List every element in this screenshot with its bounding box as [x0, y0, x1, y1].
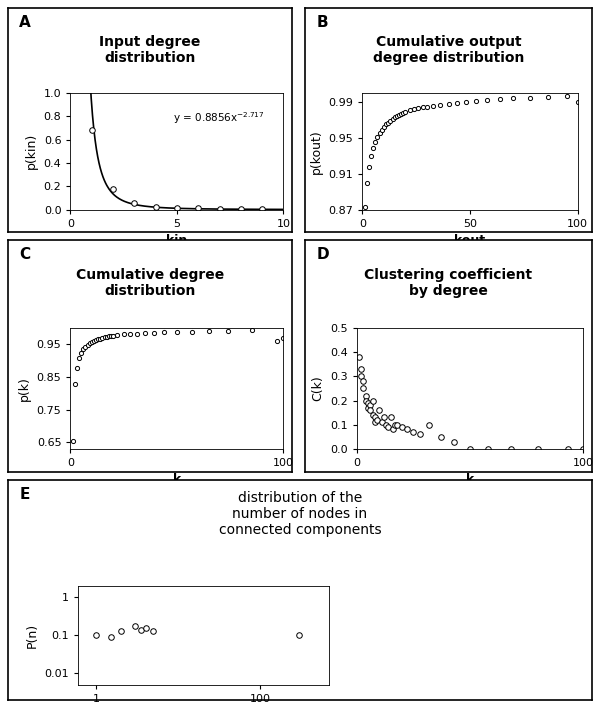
- Y-axis label: p(k): p(k): [18, 376, 31, 401]
- Y-axis label: C(k): C(k): [311, 375, 325, 402]
- Y-axis label: p(kout): p(kout): [310, 129, 323, 174]
- Text: Cumulative degree
distribution: Cumulative degree distribution: [76, 268, 224, 298]
- Text: Cumulative output
degree distribution: Cumulative output degree distribution: [373, 35, 524, 65]
- X-axis label: k: k: [173, 474, 181, 486]
- X-axis label: kin: kin: [166, 234, 188, 247]
- Text: D: D: [316, 247, 329, 262]
- Text: Input degree
distribution: Input degree distribution: [100, 35, 200, 65]
- Text: distribution of the
number of nodes in
connected components: distribution of the number of nodes in c…: [218, 491, 382, 537]
- Y-axis label: p(kin): p(kin): [25, 133, 38, 170]
- X-axis label: kout: kout: [454, 234, 485, 247]
- Text: A: A: [19, 15, 31, 30]
- Y-axis label: P(n): P(n): [26, 623, 39, 648]
- Text: E: E: [20, 486, 30, 501]
- X-axis label: k: k: [466, 474, 474, 486]
- Text: y = 0.8856x$^{-2.717}$: y = 0.8856x$^{-2.717}$: [173, 110, 264, 127]
- Text: C: C: [19, 247, 31, 262]
- Text: Clustering coefficient
by degree: Clustering coefficient by degree: [364, 268, 533, 298]
- Text: B: B: [316, 15, 328, 30]
